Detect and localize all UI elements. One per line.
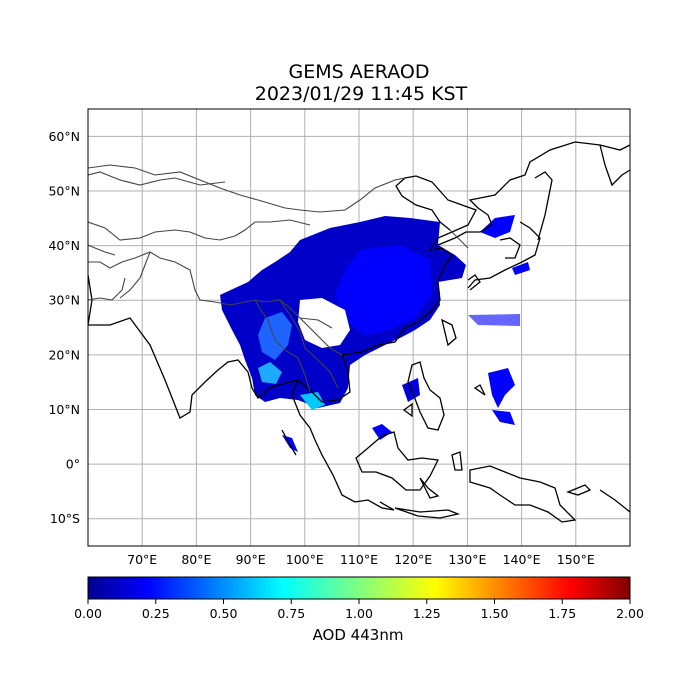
lat-tick-label: 10°N: [48, 402, 80, 417]
country-borders: [88, 164, 469, 393]
lat-tick-label: 60°N: [48, 129, 80, 144]
lat-tick-label: 40°N: [48, 238, 80, 253]
lat-tick-label: 0°: [66, 457, 80, 472]
map-frame: [87, 108, 631, 547]
longitude-tick-labels: 70°E 80°E 90°E 100°E 110°E 120°E 130°E 140°E 150…: [127, 552, 595, 567]
colorbar-tick-label: 1.25: [413, 606, 441, 621]
colorbar-tick-label: 1.00: [345, 606, 373, 621]
colorbar-tick-label: 0.00: [74, 606, 102, 621]
colorbar-label: AOD 443nm: [313, 626, 404, 644]
coastlines: [88, 141, 630, 523]
lon-tick-label: 70°E: [127, 552, 157, 567]
colorbar-tick-label: 2.00: [616, 606, 644, 621]
aod-data-overlay: [220, 215, 530, 452]
lon-tick-label: 110°E: [340, 552, 378, 567]
colorbar-tick-label: 1.75: [548, 606, 576, 621]
lon-tick-label: 90°E: [236, 552, 266, 567]
latitude-tick-labels: 60°N 50°N 40°N 30°N 20°N 10°N 0° 10°S: [48, 129, 80, 526]
colorbar-tick-label: 0.25: [142, 606, 170, 621]
lon-tick-label: 80°E: [181, 552, 211, 567]
colorbar-tick-label: 1.50: [481, 606, 509, 621]
lat-tick-label: 20°N: [48, 347, 80, 362]
lon-tick-label: 150°E: [557, 552, 595, 567]
lat-tick-label: 30°N: [48, 293, 80, 308]
lat-tick-label: 10°S: [50, 511, 80, 526]
lon-tick-label: 140°E: [503, 552, 541, 567]
colorbar-tick-labels: 0.00 0.25 0.50 0.75 1.00 1.25 1.50 1.75 2.00: [74, 599, 644, 621]
lon-tick-label: 100°E: [286, 552, 324, 567]
colorbar: [87, 576, 631, 600]
map-subtitle: 2023/01/29 11:45 KST: [254, 83, 468, 105]
lat-tick-label: 50°N: [48, 183, 80, 198]
lon-tick-label: 120°E: [394, 552, 432, 567]
colorbar-tick-label: 0.50: [210, 606, 238, 621]
colorbar-tick-label: 0.75: [277, 606, 305, 621]
map-title: GEMS AERAOD: [288, 61, 430, 83]
map-area: [88, 109, 630, 546]
lon-tick-label: 130°E: [448, 552, 486, 567]
